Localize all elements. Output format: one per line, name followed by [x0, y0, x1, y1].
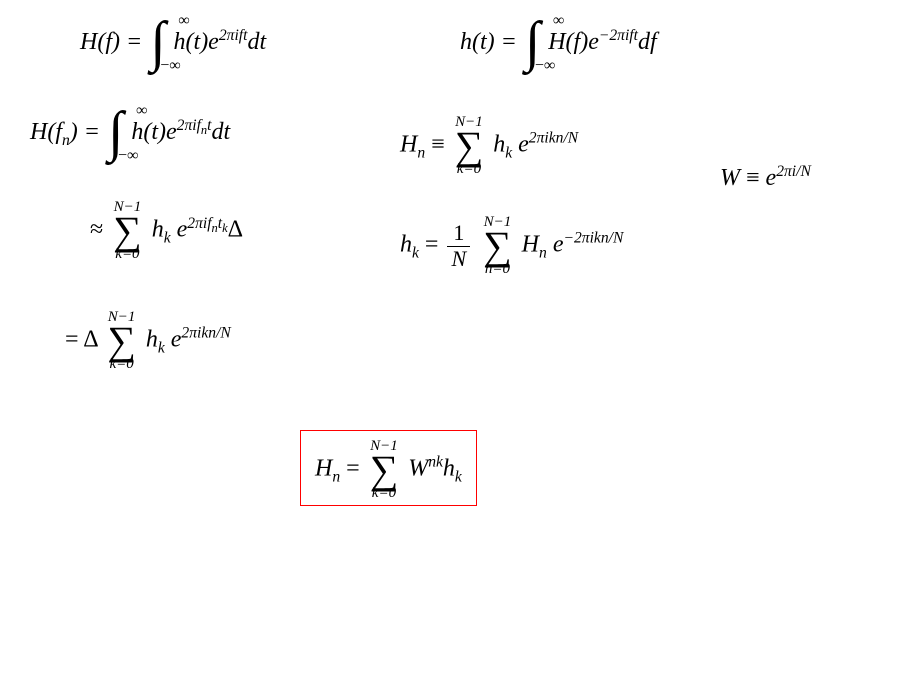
- sum-symbol: N−1 ∑ n=0: [483, 215, 512, 277]
- eq2-lhs: h(t) =: [460, 29, 523, 55]
- equation-dft-forward: Hn ≡ N−1 ∑ k=0 hk e2πikn/N: [400, 115, 578, 177]
- equation-discrete-approx: ≈ N−1 ∑ k=0 hk e2πifntkΔ: [90, 200, 243, 262]
- equation-discrete-final: = Δ N−1 ∑ k=0 hk e2πikn/N: [65, 310, 231, 372]
- equation-fourier-inverse: h(t) = ∞ ∫ −∞ H(f)e−2πiftdf: [460, 20, 657, 67]
- fraction: 1 N: [447, 221, 470, 270]
- sum-symbol: N−1 ∑ k=0: [113, 200, 142, 262]
- equation-w-definition: W ≡ e2πi/N: [720, 165, 811, 192]
- integral-symbol: ∞ ∫ −∞: [525, 20, 540, 67]
- equation-dft-compact-boxed: Hn = N−1 ∑ k=0 Wnkhk: [300, 430, 477, 506]
- integral-symbol: ∞ ∫ −∞: [150, 20, 165, 67]
- integral-symbol: ∞ ∫ −∞: [108, 110, 123, 157]
- sum-symbol: N−1 ∑ k=0: [370, 439, 399, 501]
- sum-symbol: N−1 ∑ k=0: [107, 310, 136, 372]
- equation-dft-inverse: hk = 1 N N−1 ∑ n=0 Hn e−2πikn/N: [400, 215, 623, 277]
- eq1-lhs: H(f) =: [80, 29, 148, 55]
- equation-fourier-forward: H(f) = ∞ ∫ −∞ h(t)e2πiftdt: [80, 20, 266, 67]
- highlight-box: Hn = N−1 ∑ k=0 Wnkhk: [300, 430, 477, 506]
- sum-symbol: N−1 ∑ k=0: [455, 115, 484, 177]
- equation-sampled-integral: H(fn) = ∞ ∫ −∞ h(t)e2πifntdt: [30, 110, 230, 157]
